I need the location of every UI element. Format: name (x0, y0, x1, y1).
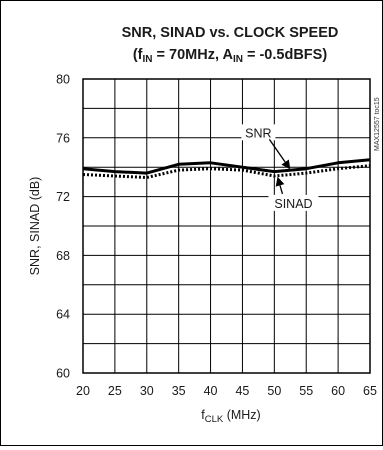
x-tick-labels: 20 25 30 35 40 45 50 55 60 65 (76, 384, 377, 398)
y-axis-label: SNR, SINAD (dB) (28, 177, 42, 276)
x-tick-label: 30 (140, 384, 154, 398)
annotation-label-snr: SNR (245, 126, 271, 140)
grid-lines (83, 79, 370, 373)
plot-area-border (82, 78, 371, 374)
x-tick-label: 45 (235, 384, 249, 398)
y-tick-label: 60 (56, 367, 70, 381)
series-line-snr (82, 158, 371, 175)
y-tick-label: 80 (56, 73, 70, 87)
chart-title-line2: (fIN = 70MHz, AIN = -0.5dBFS) (133, 47, 327, 65)
title-fin-subscript: IN (143, 54, 153, 65)
y-tick-label: 68 (56, 249, 70, 263)
annotations: SNR SINAD (241, 124, 319, 211)
annotation-label-bg (241, 124, 276, 141)
annotation-arrow-shaft (279, 185, 284, 195)
x-tick-label: 55 (299, 384, 313, 398)
x-tick-label: 65 (363, 384, 377, 398)
x-axis-label: fCLK (MHz) (201, 408, 260, 425)
x-tick-label: 40 (204, 384, 218, 398)
y-tick-labels: 60 64 68 72 76 80 (56, 73, 70, 381)
annotation-arrow-head (281, 159, 291, 170)
chart-title: SNR, SINAD vs. CLOCK SPEED (fIN = 70MHz,… (122, 25, 339, 65)
annotation-arrow-shaft (268, 138, 286, 163)
annotation-label-sinad: SINAD (274, 197, 312, 211)
y-tick-label: 64 (56, 308, 70, 322)
x-tick-label: 20 (76, 384, 90, 398)
x-axis-label-subscript: CLK (205, 414, 224, 425)
y-tick-label: 72 (56, 190, 70, 204)
y-tick-label: 76 (56, 131, 70, 145)
annotation-label-bg (268, 194, 319, 211)
side-note: MAX12557 toc15 (374, 97, 381, 151)
title-ain-subscript: IN (233, 54, 243, 65)
x-tick-label: 50 (267, 384, 281, 398)
series-line-sinad (82, 164, 371, 179)
x-tick-label: 35 (172, 384, 186, 398)
annotation-arrow-head (275, 176, 285, 187)
series-layer (82, 158, 371, 179)
x-tick-label: 60 (331, 384, 345, 398)
x-tick-label: 25 (108, 384, 122, 398)
chart-title-line1: SNR, SINAD vs. CLOCK SPEED (122, 25, 339, 41)
